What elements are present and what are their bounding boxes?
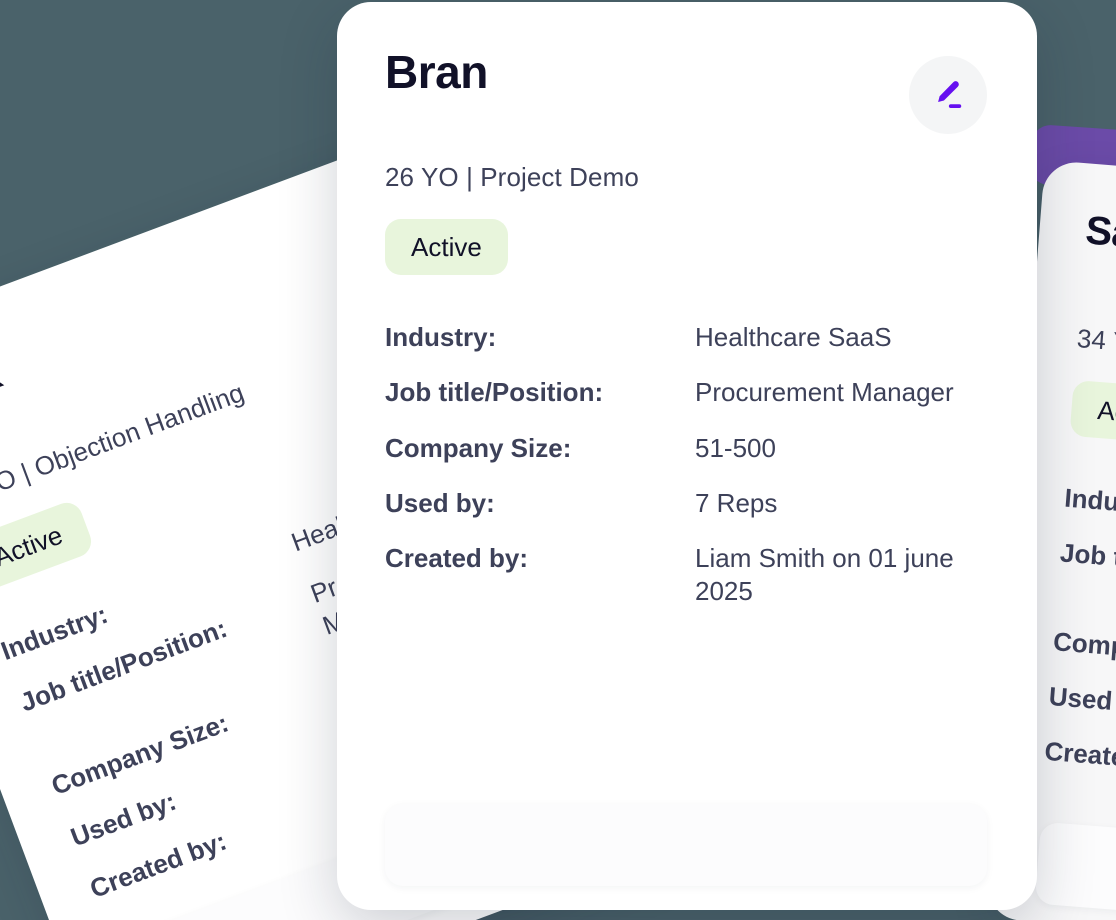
card-header: Bran xyxy=(385,48,987,134)
persona-name: Alex xyxy=(0,345,8,429)
label-created-by: Created by: xyxy=(385,543,529,574)
value-job-title: Procurement Manager xyxy=(695,377,954,408)
label-company-size: Company Size: xyxy=(1052,625,1116,671)
label-company-size: Company Size: xyxy=(385,432,572,463)
value-created-by: Liam Smith on 01 june 2025 xyxy=(695,543,954,607)
note-panel[interactable] xyxy=(385,804,987,886)
label-used-by: Used by: xyxy=(385,487,495,518)
status-badge: Active xyxy=(1069,379,1116,446)
persona-card-front[interactable]: Bran 26 YO | Project Demo Active Industr… xyxy=(337,2,1037,910)
status-badge: Active xyxy=(0,498,96,594)
persona-details: Industry: Healthcare SaaS Job title/Posi… xyxy=(385,321,987,609)
label-industry: Industry: xyxy=(1063,482,1116,522)
label-job-title: Job title/Position: xyxy=(385,377,604,408)
value-company-size: 51-500 xyxy=(695,432,776,463)
card-header: Sam xyxy=(1081,208,1116,338)
label-job-title: Job title/Position: xyxy=(1059,537,1116,585)
persona-name: Bran xyxy=(385,46,488,98)
note-panel[interactable] xyxy=(1034,821,1116,920)
persona-details: Industry: Healthcare SaaS Job title/Posi… xyxy=(1041,482,1116,845)
edit-persona-button[interactable] xyxy=(909,56,987,134)
pencil-edit-icon xyxy=(930,77,966,113)
label-created-by: Created by: xyxy=(1043,736,1116,777)
status-badge: Active xyxy=(385,219,508,275)
value-used-by: 7 Reps xyxy=(695,487,778,518)
label-used-by: Used by: xyxy=(1047,681,1116,720)
persona-name: Sam xyxy=(1083,208,1116,259)
label-industry: Industry: xyxy=(385,322,497,352)
persona-subtitle: 26 YO | Project Demo xyxy=(385,162,639,192)
value-industry: Healthcare SaaS xyxy=(695,322,892,352)
